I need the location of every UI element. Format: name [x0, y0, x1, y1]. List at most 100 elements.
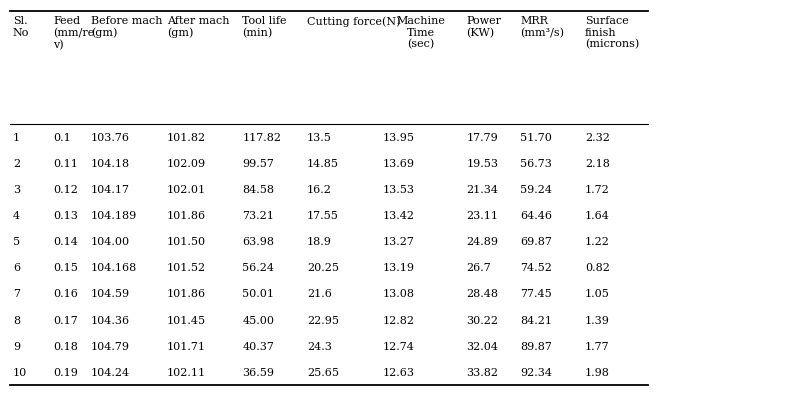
Text: 6: 6	[13, 263, 20, 273]
Text: After mach
(gm): After mach (gm)	[167, 16, 229, 38]
Text: 50.01: 50.01	[242, 289, 275, 299]
Text: Power
(KW): Power (KW)	[467, 16, 501, 38]
Text: 101.52: 101.52	[167, 263, 206, 273]
Text: 103.76: 103.76	[91, 132, 130, 142]
Text: 26.7: 26.7	[467, 263, 492, 273]
Text: 13.69: 13.69	[382, 158, 415, 168]
Text: 99.57: 99.57	[242, 158, 274, 168]
Text: 104.168: 104.168	[91, 263, 137, 273]
Text: 12.74: 12.74	[382, 341, 414, 351]
Text: 104.24: 104.24	[91, 367, 130, 377]
Text: 84.58: 84.58	[242, 184, 275, 194]
Text: 33.82: 33.82	[467, 367, 499, 377]
Text: 74.52: 74.52	[520, 263, 552, 273]
Text: 1.77: 1.77	[585, 341, 609, 351]
Text: 13.19: 13.19	[382, 263, 415, 273]
Text: 14.85: 14.85	[307, 158, 339, 168]
Text: 104.189: 104.189	[91, 211, 137, 221]
Text: 0.12: 0.12	[53, 184, 79, 194]
Text: 10: 10	[13, 367, 28, 377]
Text: 21.34: 21.34	[467, 184, 499, 194]
Text: 2.18: 2.18	[585, 158, 610, 168]
Text: 0.18: 0.18	[53, 341, 79, 351]
Text: Tool life
(min): Tool life (min)	[242, 16, 287, 38]
Text: 101.82: 101.82	[167, 132, 206, 142]
Text: 28.48: 28.48	[467, 289, 499, 299]
Text: 1.22: 1.22	[585, 237, 610, 247]
Text: 1.05: 1.05	[585, 289, 610, 299]
Text: 12.63: 12.63	[382, 367, 415, 377]
Text: 92.34: 92.34	[520, 367, 552, 377]
Text: 101.86: 101.86	[167, 211, 206, 221]
Text: 19.53: 19.53	[467, 158, 499, 168]
Text: 0.1: 0.1	[53, 132, 71, 142]
Text: 101.71: 101.71	[167, 341, 206, 351]
Text: 18.9: 18.9	[307, 237, 332, 247]
Text: 9: 9	[13, 341, 20, 351]
Text: 0.82: 0.82	[585, 263, 610, 273]
Text: 3: 3	[13, 184, 20, 194]
Text: 0.19: 0.19	[53, 367, 79, 377]
Text: 1.72: 1.72	[585, 184, 610, 194]
Text: 0.15: 0.15	[53, 263, 79, 273]
Text: Cutting force(N): Cutting force(N)	[307, 16, 400, 26]
Text: 5: 5	[13, 237, 20, 247]
Text: 45.00: 45.00	[242, 315, 275, 325]
Text: Before mach
(gm): Before mach (gm)	[91, 16, 162, 38]
Text: 24.89: 24.89	[467, 237, 499, 247]
Text: 17.55: 17.55	[307, 211, 339, 221]
Text: Sl.
No: Sl. No	[13, 16, 29, 38]
Text: 16.2: 16.2	[307, 184, 332, 194]
Text: 21.6: 21.6	[307, 289, 332, 299]
Text: 24.3: 24.3	[307, 341, 332, 351]
Text: 1.64: 1.64	[585, 211, 610, 221]
Text: 2.32: 2.32	[585, 132, 610, 142]
Text: 104.79: 104.79	[91, 341, 130, 351]
Text: 73.21: 73.21	[242, 211, 274, 221]
Text: 89.87: 89.87	[520, 341, 552, 351]
Text: 0.17: 0.17	[53, 315, 79, 325]
Text: 63.98: 63.98	[242, 237, 275, 247]
Text: 13.42: 13.42	[382, 211, 415, 221]
Text: 13.53: 13.53	[382, 184, 415, 194]
Text: 0.13: 0.13	[53, 211, 79, 221]
Text: 12.82: 12.82	[382, 315, 415, 325]
Text: 32.04: 32.04	[467, 341, 499, 351]
Text: 101.86: 101.86	[167, 289, 206, 299]
Text: 17.79: 17.79	[467, 132, 498, 142]
Text: Feed
(mm/re
v): Feed (mm/re v)	[53, 16, 95, 50]
Text: 0.16: 0.16	[53, 289, 79, 299]
Text: 102.01: 102.01	[167, 184, 206, 194]
Text: 84.21: 84.21	[520, 315, 552, 325]
Text: 59.24: 59.24	[520, 184, 552, 194]
Text: 104.00: 104.00	[91, 237, 130, 247]
Text: 104.17: 104.17	[91, 184, 130, 194]
Text: 104.59: 104.59	[91, 289, 130, 299]
Text: 56.24: 56.24	[242, 263, 275, 273]
Text: Surface
finish
(microns): Surface finish (microns)	[585, 16, 639, 50]
Text: 69.87: 69.87	[520, 237, 552, 247]
Text: 8: 8	[13, 315, 20, 325]
Text: 64.46: 64.46	[520, 211, 552, 221]
Text: 7: 7	[13, 289, 20, 299]
Text: MRR
(mm³/s): MRR (mm³/s)	[520, 16, 564, 38]
Text: 13.27: 13.27	[382, 237, 414, 247]
Text: 101.45: 101.45	[167, 315, 206, 325]
Text: 13.5: 13.5	[307, 132, 332, 142]
Text: 101.50: 101.50	[167, 237, 206, 247]
Text: 23.11: 23.11	[467, 211, 499, 221]
Text: 4: 4	[13, 211, 20, 221]
Text: 25.65: 25.65	[307, 367, 339, 377]
Text: 102.09: 102.09	[167, 158, 206, 168]
Text: 13.08: 13.08	[382, 289, 415, 299]
Text: 20.25: 20.25	[307, 263, 339, 273]
Text: 1.98: 1.98	[585, 367, 610, 377]
Text: 30.22: 30.22	[467, 315, 499, 325]
Text: 40.37: 40.37	[242, 341, 274, 351]
Text: 104.36: 104.36	[91, 315, 130, 325]
Text: 2: 2	[13, 158, 20, 168]
Text: Machine
Time
(sec): Machine Time (sec)	[397, 16, 446, 50]
Text: 1.39: 1.39	[585, 315, 610, 325]
Text: 102.11: 102.11	[167, 367, 206, 377]
Text: 104.18: 104.18	[91, 158, 130, 168]
